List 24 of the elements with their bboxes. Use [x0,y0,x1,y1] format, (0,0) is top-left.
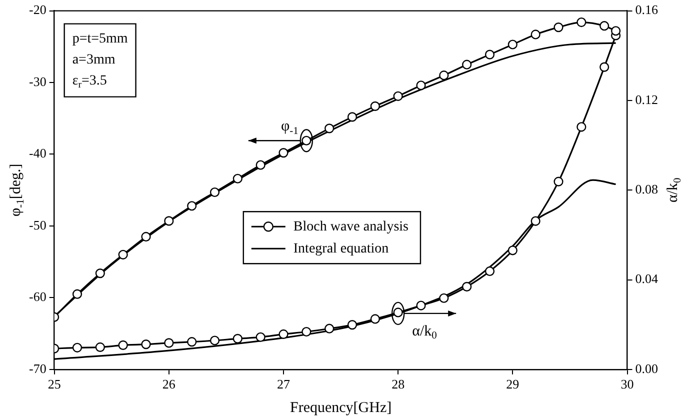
y-tick-label: -30 [28,74,46,89]
y2-tick-label: 0.16 [635,2,658,18]
y-tick-label: -40 [28,146,46,161]
y2-tick-label: 0.04 [635,271,658,286]
x-tick-label: 26 [162,376,176,392]
annotation: a=3mm [72,52,116,68]
y2-axis-title: α/k0 [664,178,684,202]
x-tick-label: 30 [620,376,634,392]
y-tick-label: -60 [28,289,46,304]
x-tick-label: 28 [392,376,405,392]
y2-tick-label: 0.12 [635,92,658,107]
x-tick-label: 27 [276,376,290,392]
legend-label: Integral equation [293,241,389,256]
x-axis-title: Frequency[GHz] [290,400,392,416]
x-tick-label: 25 [48,376,61,392]
y-tick-label: -20 [28,2,46,18]
y-tick-label: -70 [28,360,46,376]
y-axis-title: φ-1[deg.] [8,164,26,216]
y2-tick-label: 0.08 [635,182,658,197]
x-tick-label: 29 [506,376,520,392]
annotation: p=t=5mm [72,31,128,46]
legend-label: Bloch wave analysis [293,219,408,234]
y2-tick-label: 0.00 [635,360,658,376]
y-tick-label: -50 [28,217,46,232]
